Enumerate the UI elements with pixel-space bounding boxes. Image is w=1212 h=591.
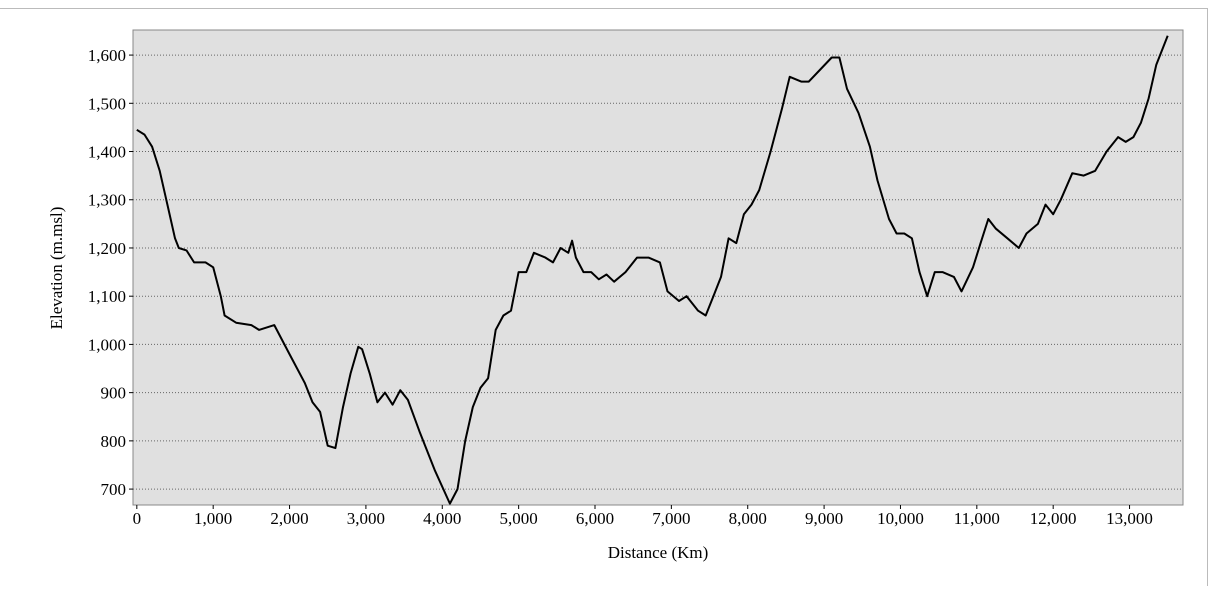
y-tick-label: 900: [101, 384, 127, 403]
y-tick-label: 1,100: [88, 287, 126, 306]
x-tick-label: 7,000: [652, 509, 690, 528]
plot-area: [132, 29, 1184, 506]
y-tick-label: 1,400: [88, 143, 126, 162]
x-tick-label: 11,000: [954, 509, 1000, 528]
y-axis-label: Elevation (m.msl): [47, 207, 66, 330]
x-tick-label: 2,000: [270, 509, 308, 528]
y-tick-label: 1,300: [88, 191, 126, 210]
y-tick-label: 700: [101, 480, 127, 499]
x-tick-label: 3,000: [347, 509, 385, 528]
y-tick-label: 1,000: [88, 335, 126, 354]
y-tick-label: 1,500: [88, 94, 126, 113]
elevation-line: [136, 35, 1169, 505]
y-tick-label: 1,200: [88, 239, 126, 258]
x-tick-label: 5,000: [500, 509, 538, 528]
x-tick-label: 1,000: [194, 509, 232, 528]
x-tick-label: 13,000: [1106, 509, 1153, 528]
y-tick-label: 1,600: [88, 46, 126, 65]
x-tick-label: 6,000: [576, 509, 614, 528]
x-tick-label: 0: [133, 509, 142, 528]
x-tick-label: 4,000: [423, 509, 461, 528]
x-tick-label: 8,000: [729, 509, 767, 528]
x-tick-label: 9,000: [805, 509, 843, 528]
x-tick-label: 10,000: [877, 509, 924, 528]
x-tick-label: 12,000: [1030, 509, 1077, 528]
y-tick-label: 800: [101, 432, 127, 451]
x-axis-label: Distance (Km): [608, 543, 709, 562]
